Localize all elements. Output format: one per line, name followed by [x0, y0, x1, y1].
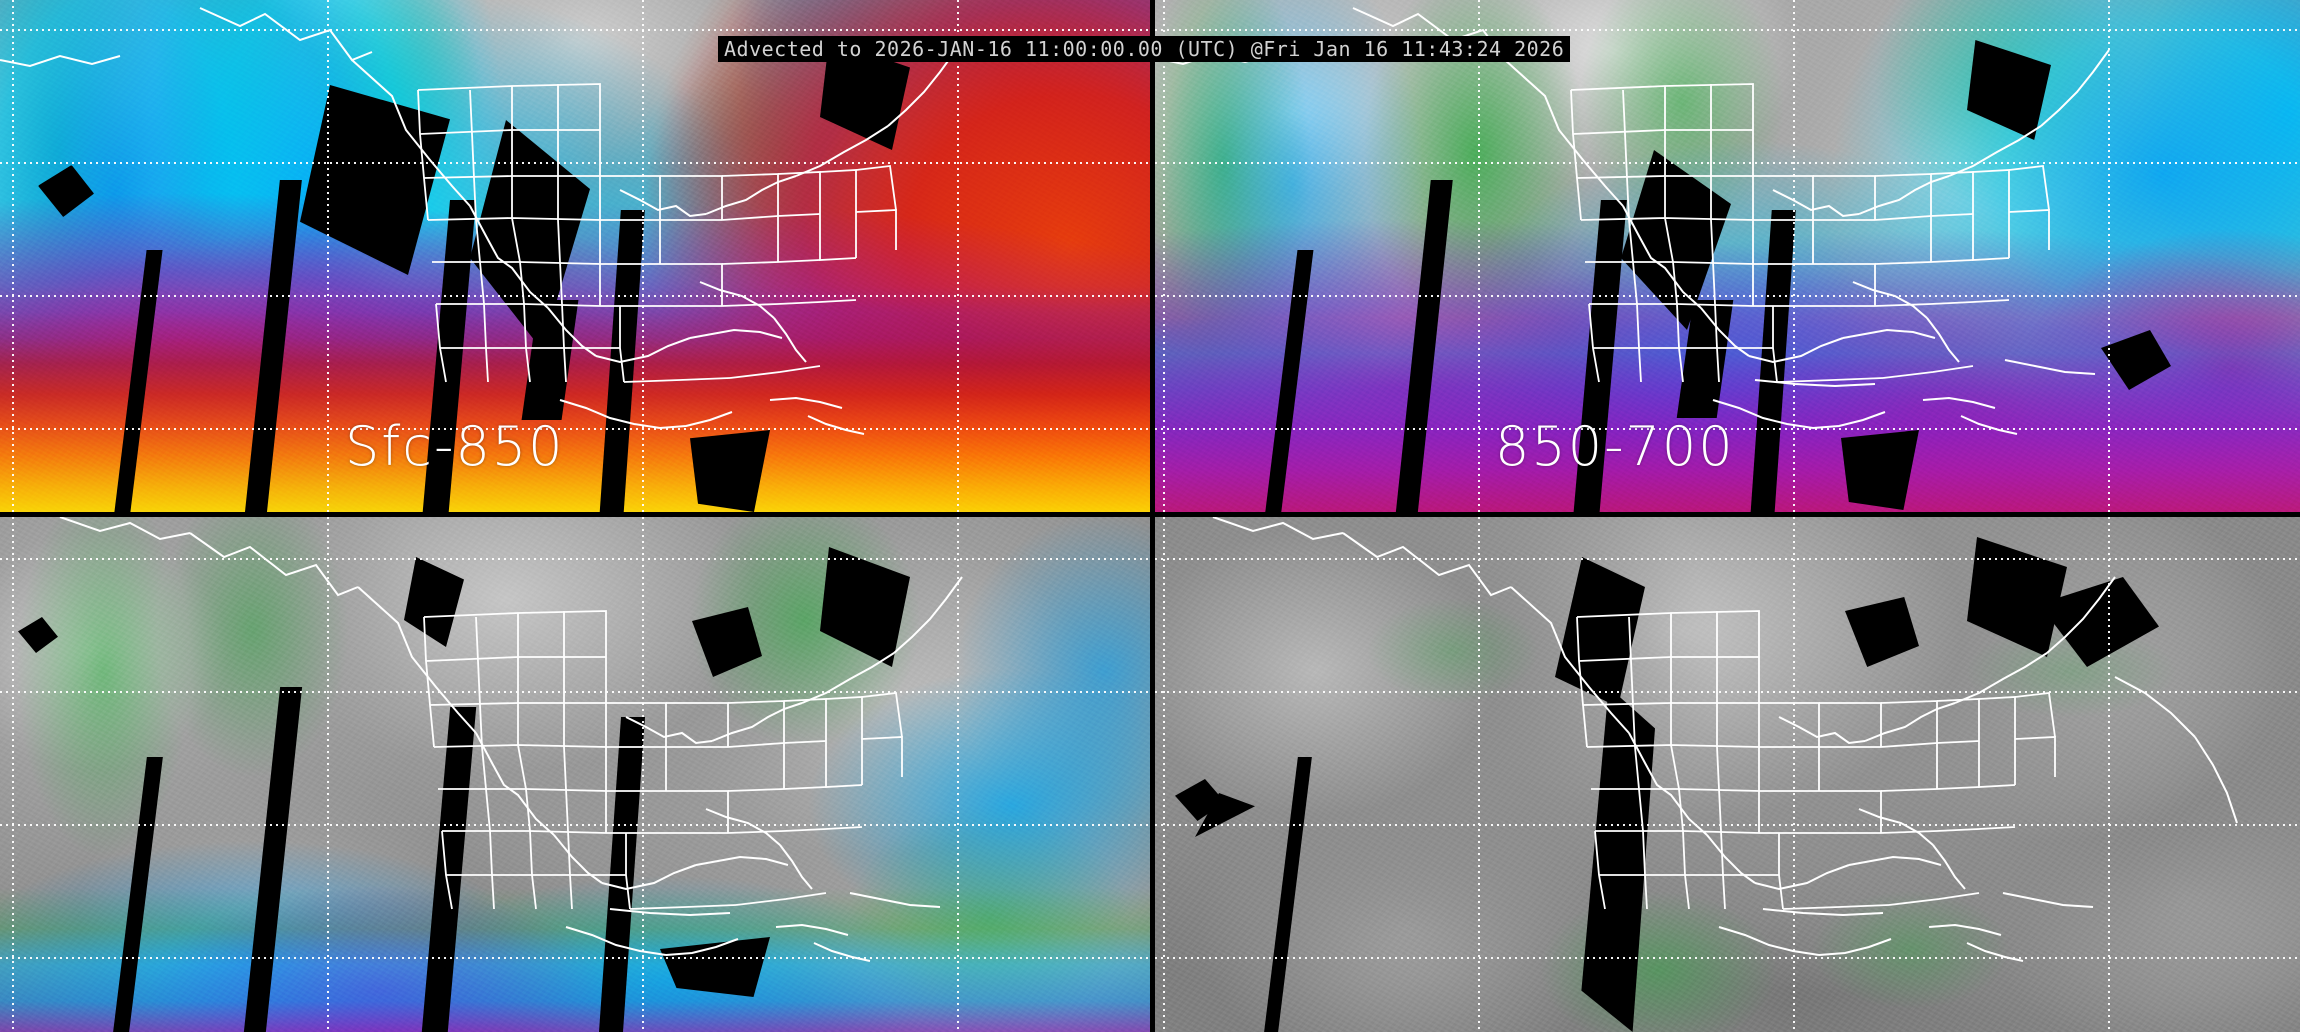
- panel-500-300-imagery: [1155, 517, 2300, 1032]
- timestamp-banner: Advected to 2026-JAN-16 11:00:00.00 (UTC…: [718, 36, 1571, 62]
- map-overlay: [0, 7, 957, 435]
- panel-500-300[interactable]: 500-300: [1155, 517, 2300, 1032]
- state-border-paths: [1570, 83, 2050, 383]
- coastline-paths: [0, 7, 957, 435]
- panel-label-850-700: 850-700: [1495, 415, 1735, 478]
- panel-sfc-850-imagery: [0, 0, 1150, 512]
- panel-label-sfc-850: Sfc-850: [345, 415, 565, 478]
- state-border-paths: [423, 610, 903, 910]
- coastline-paths: [59, 517, 963, 962]
- coastline-paths: [1212, 517, 2238, 962]
- map-overlay: [1155, 7, 2110, 435]
- panel-850-700[interactable]: 850-700: [1155, 0, 2300, 512]
- map-overlay: [59, 517, 963, 962]
- horizontal-panel-divider: [0, 512, 2300, 517]
- data-gap: [1841, 430, 1919, 510]
- panel-700-500[interactable]: 700-500: [0, 517, 1150, 1032]
- state-border-paths: [1576, 610, 2056, 910]
- panel-sfc-850[interactable]: Sfc-850: [0, 0, 1150, 512]
- timestamp-text: Advected to 2026-JAN-16 11:00:00.00 (UTC…: [724, 37, 1565, 61]
- state-border-paths: [417, 83, 897, 383]
- map-overlay: [1212, 517, 2238, 962]
- coastline-paths: [1155, 7, 2110, 435]
- panel-700-500-imagery: [0, 517, 1150, 1032]
